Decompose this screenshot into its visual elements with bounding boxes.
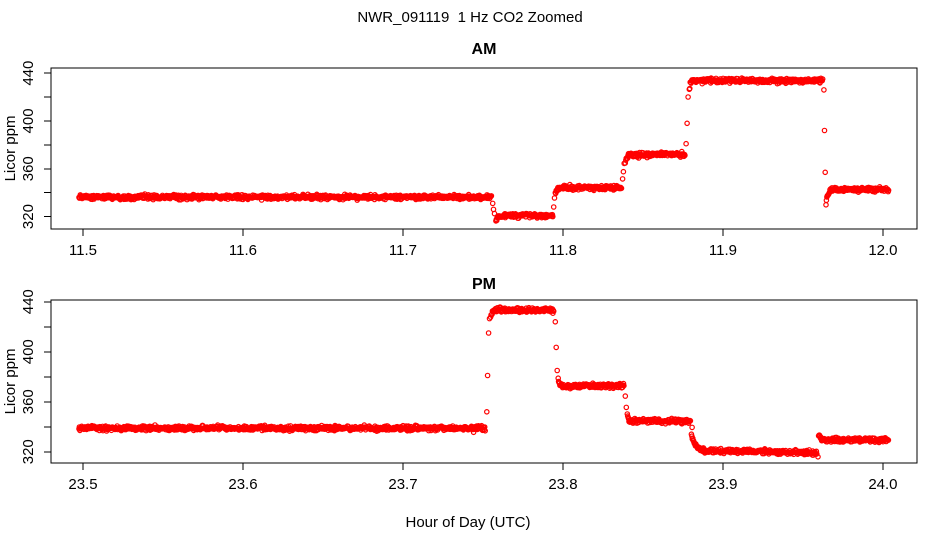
data-point <box>491 210 498 217</box>
plot-box <box>50 299 918 464</box>
data-point <box>885 437 892 443</box>
x-tick-label: 23.9 <box>708 476 737 493</box>
data-point <box>549 213 556 220</box>
data-point <box>884 186 891 193</box>
x-tick-label: 24.0 <box>868 476 897 493</box>
figure-title: NWR_091119 1 Hz CO2 Zoomed <box>357 9 582 26</box>
data-point <box>554 367 561 374</box>
am-panel: AM Licor ppm 11.5 11.6 11.7 11.8 11.9 12.0 320… <box>2 41 918 259</box>
data-point <box>483 408 490 415</box>
data-point <box>553 344 560 351</box>
x-tick-label: 12.0 <box>868 242 897 259</box>
pm-y-axis-label: Licor ppm <box>2 349 19 415</box>
data-point <box>550 308 557 315</box>
data-point <box>482 427 489 434</box>
data-point <box>683 140 689 147</box>
data-point <box>819 76 826 82</box>
x-tick-label: 11.8 <box>549 242 577 259</box>
data-point <box>550 204 557 210</box>
y-tick-label: 320 <box>20 439 37 464</box>
data-point <box>488 193 495 199</box>
data-point <box>551 195 558 201</box>
am-panel-title: AM <box>472 41 497 58</box>
am-data-points <box>76 75 892 224</box>
x-tick-label: 23.5 <box>68 476 97 493</box>
x-tick-label: 23.6 <box>228 476 257 493</box>
data-point <box>484 372 491 379</box>
am-y-axis-label: Licor ppm <box>2 116 19 182</box>
data-point <box>552 318 559 325</box>
x-tick-label: 23.8 <box>548 476 577 493</box>
data-point <box>618 185 625 192</box>
data-point <box>685 94 691 100</box>
x-tick-label: 11.6 <box>229 242 257 259</box>
data-point <box>813 448 820 455</box>
plot-box <box>50 67 918 230</box>
x-tick-label: 23.7 <box>388 476 417 493</box>
y-tick-label: 360 <box>20 156 37 181</box>
data-point <box>821 127 828 134</box>
data-point <box>620 168 627 175</box>
data-point <box>621 382 627 389</box>
y-tick-label: 440 <box>20 289 37 314</box>
x-tick-label: 11.9 <box>709 242 737 259</box>
data-point <box>619 176 626 182</box>
pm-data-points <box>76 304 892 460</box>
pm-panel: PM Licor ppm 23.5 23.6 23.7 23.8 23.9 24.0 320… <box>2 276 918 493</box>
data-point <box>684 120 690 127</box>
data-point <box>822 169 829 176</box>
am-axes: 11.5 11.6 11.7 11.8 11.9 12.0 320 360 400 440 <box>20 61 918 259</box>
data-point <box>489 200 496 207</box>
data-point <box>622 393 629 399</box>
y-tick-label: 320 <box>20 204 37 229</box>
data-point <box>623 404 630 411</box>
data-point <box>821 87 827 93</box>
y-tick-label: 440 <box>20 61 37 86</box>
data-point <box>689 424 695 431</box>
x-tick-label: 11.7 <box>389 242 417 259</box>
x-axis-label: Hour of Day (UTC) <box>405 514 530 531</box>
y-tick-label: 400 <box>20 108 37 133</box>
x-tick-label: 11.5 <box>69 242 97 259</box>
data-point <box>486 315 493 322</box>
data-point <box>682 152 688 159</box>
data-point <box>687 417 694 424</box>
pm-axes: 23.5 23.6 23.7 23.8 23.9 24.0 320 360 400 440 <box>20 289 918 493</box>
y-tick-label: 360 <box>20 389 37 414</box>
y-tick-label: 400 <box>20 339 37 364</box>
data-point <box>485 330 492 336</box>
data-point <box>686 85 693 92</box>
data-point <box>885 187 892 194</box>
data-point <box>813 451 820 457</box>
pm-panel-title: PM <box>472 276 496 293</box>
data-point <box>815 453 821 460</box>
data-point <box>621 160 628 167</box>
